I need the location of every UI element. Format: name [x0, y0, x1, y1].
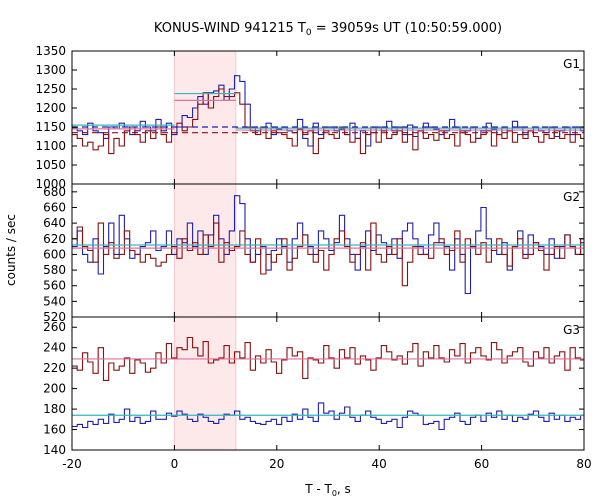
- y-tick-label: 640: [43, 216, 66, 230]
- x-tick-label: 60: [474, 457, 489, 471]
- chart-title-main: KONUS-WIND 941215 T: [154, 21, 306, 36]
- y-tick-label: 180: [43, 402, 66, 416]
- shaded-interval: [174, 184, 236, 317]
- y-tick-label: 680: [43, 185, 66, 199]
- shaded-interval: [174, 51, 236, 184]
- x-axis-label-subscript: 0: [332, 489, 337, 498]
- x-tick-label: 40: [372, 457, 387, 471]
- chart-title-subscript: 0: [306, 28, 312, 38]
- y-tick-label: 1050: [35, 158, 66, 172]
- y-tick-label: 260: [43, 320, 66, 334]
- y-axis-label: counts / sec: [4, 214, 18, 286]
- x-axis-label-main: T - T: [304, 482, 332, 496]
- count-series-1: [72, 88, 584, 155]
- y-tick-label: 200: [43, 382, 66, 396]
- y-tick-label: 1250: [35, 82, 66, 96]
- y-tick-label: 1300: [35, 63, 66, 77]
- panel-frame: [71, 316, 585, 451]
- chart-title-rest: = 39059s UT (10:50:59.000): [312, 21, 502, 36]
- y-tick-label: 1000: [35, 177, 66, 191]
- y-tick-label: 580: [43, 263, 66, 277]
- shaded-interval: [174, 317, 236, 450]
- x-tick-label: 80: [576, 457, 591, 471]
- y-tick-label: 620: [43, 232, 66, 246]
- y-tick-label: 660: [43, 200, 66, 214]
- count-series-0: [72, 75, 584, 147]
- panel-G3: 140 160 180 200 220 240 260 -20 0 20 40 60 80 G3: [43, 316, 592, 471]
- chart-title: KONUS-WIND 941215 T0 = 39059s UT (10:50:…: [154, 21, 502, 38]
- x-axis-label: T - T0, s: [304, 482, 351, 498]
- y-tick-label: 140: [43, 443, 66, 457]
- x-axis-label-rest: , s: [337, 482, 351, 496]
- y-tick-label: 1350: [35, 44, 66, 58]
- panel-series: [72, 195, 584, 295]
- panel-series: [72, 336, 584, 431]
- panel-G1: 1000 1050 1100 1150 1200 1250 1300 1350 G1: [35, 44, 585, 191]
- y-tick-label: 1100: [35, 139, 66, 153]
- panel-label: G1: [563, 57, 580, 71]
- y-tick-label: 560: [43, 279, 66, 293]
- y-tick-label: 520: [43, 310, 66, 324]
- panel-frame: [71, 50, 585, 185]
- count-series-0: [72, 336, 584, 381]
- y-tick-label: 160: [43, 423, 66, 437]
- y-tick-label: 540: [43, 294, 66, 308]
- x-tick-label: 0: [171, 457, 179, 471]
- y-tick-label: 600: [43, 247, 66, 261]
- count-series-1: [72, 402, 584, 431]
- count-series-1: [72, 222, 584, 287]
- panel-series: [72, 75, 584, 155]
- y-tick-label: 220: [43, 361, 66, 375]
- panel-label: G3: [563, 323, 580, 337]
- y-tick-label: 1200: [35, 101, 66, 115]
- x-tick-label: -20: [62, 457, 82, 471]
- x-tick-label: 20: [269, 457, 284, 471]
- panel-label: G2: [563, 190, 580, 204]
- y-tick-label: 240: [43, 341, 66, 355]
- y-tick-label: 1150: [35, 120, 66, 134]
